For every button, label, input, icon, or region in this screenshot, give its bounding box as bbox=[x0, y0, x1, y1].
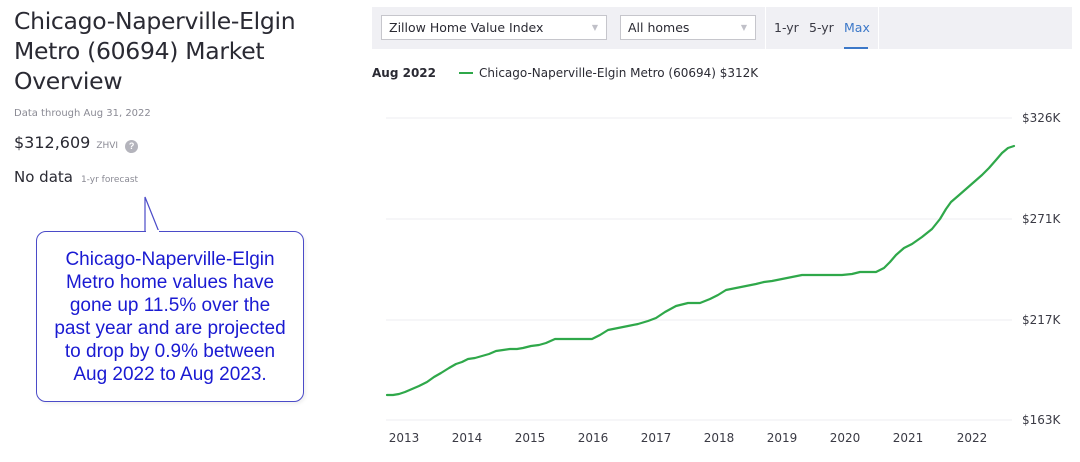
callout-line: Metro home values have bbox=[65, 271, 275, 293]
y-tick-label: $271K bbox=[1022, 212, 1061, 226]
series-line bbox=[385, 144, 1016, 397]
market-overview-panel: Chicago-Naperville-Elgin Metro (60694) M… bbox=[14, 6, 344, 186]
title-line: Chicago-Naperville-Elgin bbox=[14, 7, 296, 35]
title-line: Metro (60694) Market bbox=[14, 37, 265, 65]
callout-line: Aug 2022 to Aug 2023. bbox=[73, 363, 267, 385]
tab-max[interactable]: Max bbox=[844, 20, 870, 35]
x-tick-label: 2016 bbox=[577, 431, 609, 445]
chart-legend: Aug 2022 Chicago-Naperville-Elgin Metro … bbox=[372, 66, 758, 80]
callout-text: Chicago-Naperville-Elgin Metro home valu… bbox=[52, 248, 287, 386]
callout-line: gone up 11.5% over the bbox=[69, 294, 271, 316]
active-tab-indicator bbox=[844, 47, 868, 49]
x-tick-label: 2017 bbox=[640, 431, 672, 445]
metric-select-value: Zillow Home Value Index bbox=[389, 20, 544, 35]
forecast-row: No data 1-yr forecast bbox=[14, 168, 344, 186]
x-tick-label: 2022 bbox=[956, 431, 988, 445]
data-through-date: Data through Aug 31, 2022 bbox=[14, 108, 151, 119]
grid-lines bbox=[386, 117, 1012, 421]
x-tick-label: 2013 bbox=[388, 431, 420, 445]
tab-1-yr[interactable]: 1-yr bbox=[774, 20, 799, 35]
toolbar-divider bbox=[878, 7, 879, 49]
y-tick-label: $326K bbox=[1022, 111, 1061, 125]
annotation-callout: Chicago-Naperville-Elgin Metro home valu… bbox=[36, 231, 304, 402]
chevron-down-icon: ▼ bbox=[591, 23, 598, 32]
legend-swatch bbox=[459, 72, 473, 74]
callout-pointer bbox=[144, 196, 160, 233]
forecast-label: 1-yr forecast bbox=[80, 175, 139, 185]
legend-date: Aug 2022 bbox=[372, 66, 436, 80]
chart-toolbar: Zillow Home Value Index ▼ All homes ▼ 1-… bbox=[372, 7, 1072, 49]
x-tick-label: 2018 bbox=[703, 431, 735, 445]
callout-line: Chicago-Naperville-Elgin bbox=[65, 248, 275, 270]
title-line: Overview bbox=[14, 67, 123, 95]
legend-series-label: Chicago-Naperville-Elgin Metro (60694) $… bbox=[479, 66, 759, 80]
y-tick-label: $217K bbox=[1022, 313, 1061, 327]
chevron-down-icon: ▼ bbox=[740, 23, 747, 32]
x-tick-label: 2015 bbox=[514, 431, 546, 445]
y-tick-label: $163K bbox=[1022, 413, 1061, 427]
x-tick-label: 2021 bbox=[892, 431, 924, 445]
x-tick-label: 2014 bbox=[451, 431, 483, 445]
pointer-joint bbox=[146, 230, 159, 233]
toolbar-divider bbox=[765, 7, 766, 49]
x-tick-label: 2019 bbox=[766, 431, 798, 445]
zhvi-value: $312,609 bbox=[14, 133, 91, 152]
zhvi-row: $312,609 ZHVI ? bbox=[14, 133, 344, 153]
callout-line: to drop by 0.9% between bbox=[64, 340, 276, 362]
callout-line: past year and are projected bbox=[54, 317, 286, 339]
zhvi-label: ZHVI bbox=[96, 141, 119, 151]
help-icon[interactable]: ? bbox=[125, 140, 139, 153]
tab-5-yr[interactable]: 5-yr bbox=[809, 20, 834, 35]
forecast-value: No data bbox=[14, 168, 73, 186]
home-type-select-value: All homes bbox=[628, 20, 690, 35]
metric-select[interactable]: Zillow Home Value Index ▼ bbox=[381, 15, 607, 40]
page-title: Chicago-Naperville-Elgin Metro (60694) M… bbox=[14, 6, 344, 96]
x-tick-label: 2020 bbox=[829, 431, 861, 445]
home-type-select[interactable]: All homes ▼ bbox=[620, 15, 756, 40]
